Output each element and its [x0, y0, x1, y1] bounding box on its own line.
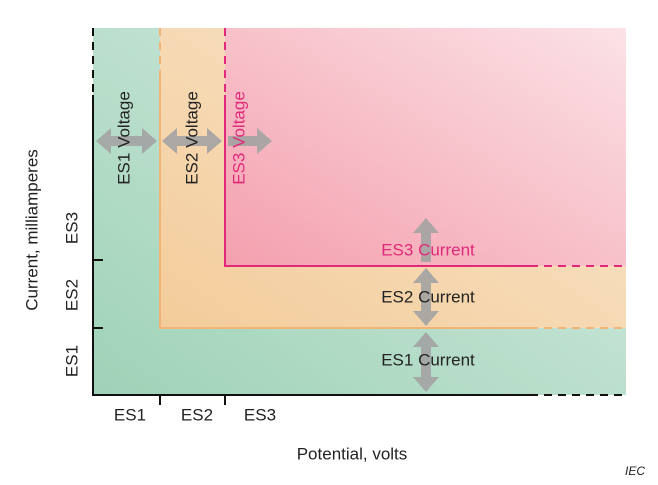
arrows	[96, 128, 439, 392]
current-label: ES3 Current	[381, 240, 475, 259]
arrow	[228, 128, 272, 154]
arrow	[162, 128, 222, 154]
es3-boundary	[224, 95, 530, 267]
axes	[92, 28, 626, 405]
voltage-label: ES2 Voltage	[182, 91, 201, 185]
arrow	[413, 218, 439, 262]
arrow	[96, 128, 157, 154]
voltage-label: ES3 Voltage	[229, 91, 248, 185]
axis-dashed	[92, 28, 626, 396]
x-tick-label: ES2	[181, 405, 213, 424]
x-axis-title: Potential, volts	[297, 444, 408, 463]
current-label: ES1 Current	[381, 350, 475, 369]
y-tick-label: ES1	[62, 345, 81, 377]
current-label: ES2 Current	[381, 287, 475, 306]
y-tick-label: ES3	[62, 212, 81, 244]
arrow	[413, 332, 439, 392]
es2-boundary	[159, 70, 530, 329]
es2-boundary-dashed	[159, 28, 626, 329]
tick-marks	[93, 259, 226, 405]
y-tick-label: ES2	[62, 279, 81, 311]
x-tick-label: ES1	[114, 405, 146, 424]
voltage-label: ES1 Voltage	[114, 91, 133, 185]
es3-boundary-dashed	[224, 28, 626, 267]
credit: IEC	[625, 464, 645, 478]
boundaries	[159, 28, 626, 329]
x-tick-label: ES3	[244, 405, 276, 424]
y-axis-title: Current, milliamperes	[22, 149, 41, 311]
regions	[93, 28, 626, 395]
arrow	[413, 268, 439, 326]
axis-lines	[92, 95, 530, 396]
